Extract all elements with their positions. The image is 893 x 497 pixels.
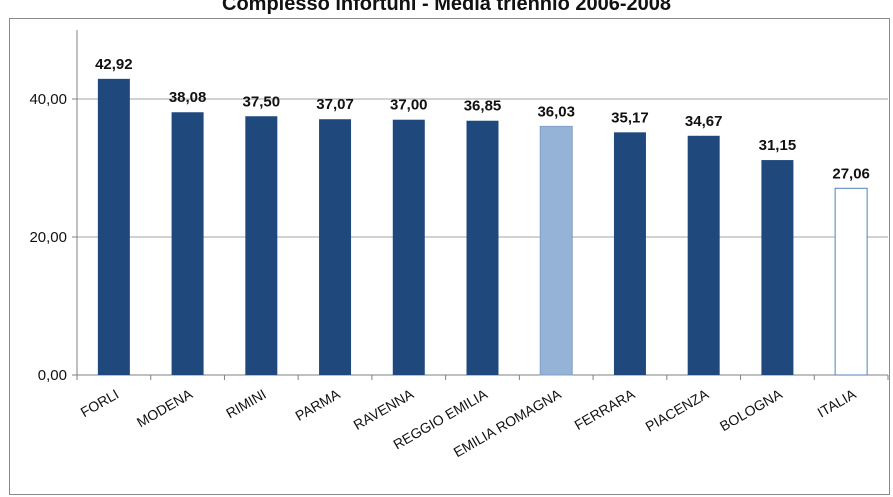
data-label: 37,00 bbox=[390, 97, 428, 114]
bar-bologna bbox=[761, 160, 794, 375]
bar-italia bbox=[834, 187, 868, 376]
y-axis-tick-labels: 0,00 20,00 40,00 bbox=[29, 91, 67, 384]
bar-rimini bbox=[245, 116, 278, 375]
bars bbox=[97, 78, 868, 376]
data-label: 35,17 bbox=[611, 109, 649, 126]
y-tick-label: 20,00 bbox=[29, 229, 67, 246]
chart-frame bbox=[9, 18, 890, 495]
bar-piacenza bbox=[687, 135, 720, 375]
x-tick-label: BOLOGNA bbox=[717, 385, 786, 434]
x-tick-label: PARMA bbox=[292, 385, 343, 424]
x-tick-label: PIACENZA bbox=[643, 385, 712, 434]
x-tick-label: MODENA bbox=[134, 385, 196, 430]
bar-parma bbox=[319, 119, 352, 375]
data-label: 36,03 bbox=[537, 103, 575, 120]
data-labels: 42,92 38,08 37,50 37,07 37,00 36,85 36,03 35,17… bbox=[95, 56, 870, 182]
bar-modena bbox=[171, 112, 204, 376]
x-tick-label: RIMINI bbox=[223, 386, 269, 422]
x-tick-label: RAVENNA bbox=[351, 385, 417, 433]
data-label: 37,50 bbox=[243, 93, 281, 110]
data-label: 42,92 bbox=[95, 56, 133, 73]
data-label: 31,15 bbox=[759, 137, 797, 154]
data-label: 27,06 bbox=[832, 165, 870, 182]
x-tick-label: FORLI bbox=[78, 386, 122, 420]
bar-forli bbox=[97, 78, 130, 376]
chart-title: Complesso infortuni - Media triennio 200… bbox=[222, 0, 671, 15]
bar-reggio-emilia bbox=[466, 120, 499, 375]
x-tick-label: FERRARA bbox=[572, 385, 639, 433]
data-label: 36,85 bbox=[464, 98, 502, 115]
data-label: 38,08 bbox=[169, 89, 207, 106]
bar-ferrara bbox=[613, 132, 646, 375]
bar-emilia-romagna bbox=[539, 125, 573, 376]
bar-ravenna bbox=[392, 119, 425, 375]
x-tick-label: ITALIA bbox=[814, 385, 859, 420]
y-tick-label: 40,00 bbox=[29, 91, 67, 108]
y-tick-label: 0,00 bbox=[38, 367, 67, 384]
data-label: 37,07 bbox=[316, 96, 354, 113]
data-label: 34,67 bbox=[685, 113, 723, 130]
